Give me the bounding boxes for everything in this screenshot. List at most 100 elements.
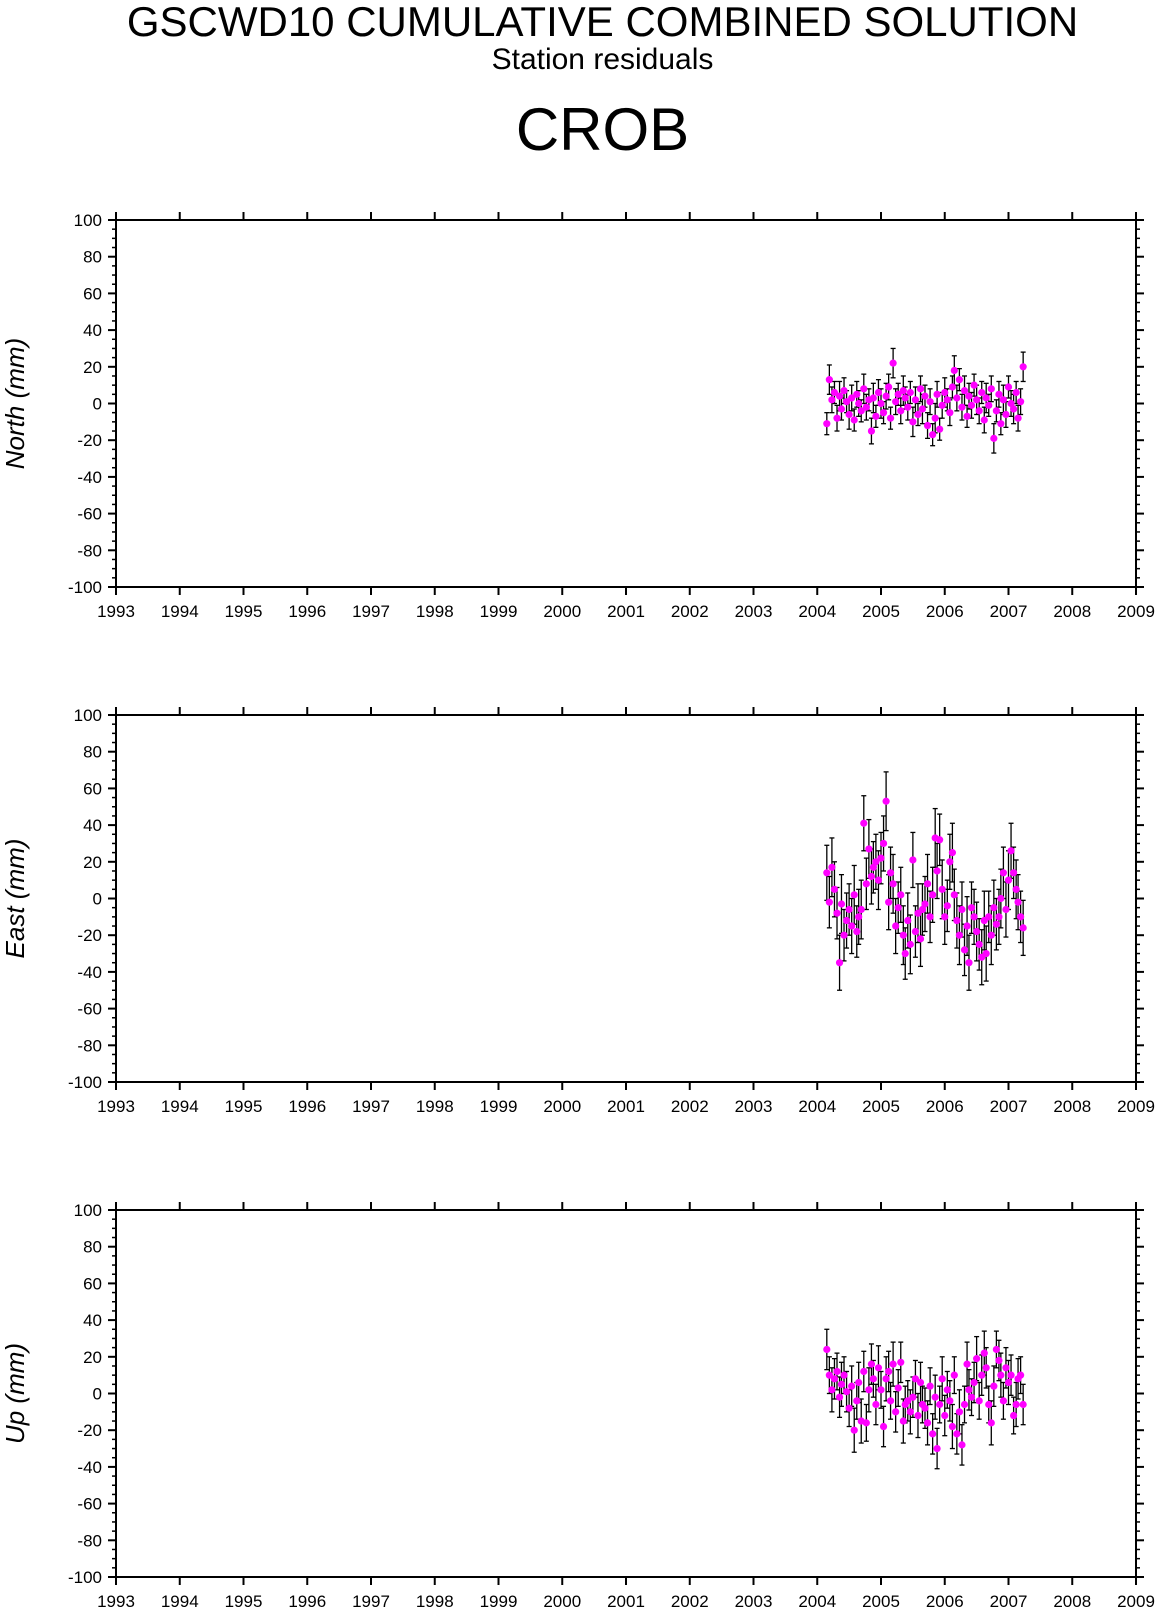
data-point bbox=[833, 909, 841, 917]
data-point bbox=[892, 922, 900, 930]
data-point bbox=[853, 1397, 861, 1405]
data-point bbox=[965, 1386, 973, 1394]
x-tick-label: 2000 bbox=[543, 602, 581, 621]
data-point bbox=[906, 1408, 914, 1416]
data-point bbox=[911, 927, 920, 936]
data-point bbox=[1007, 1371, 1015, 1379]
x-tick-label: 2005 bbox=[862, 1592, 900, 1611]
data-point bbox=[997, 894, 1005, 903]
data-point bbox=[960, 387, 969, 395]
data-point bbox=[923, 880, 932, 888]
data-point bbox=[835, 959, 844, 967]
data-point bbox=[823, 869, 831, 877]
data-point bbox=[1012, 1400, 1020, 1409]
data-point bbox=[894, 390, 902, 398]
data-point bbox=[879, 839, 888, 848]
data-point bbox=[970, 1378, 978, 1387]
data-point bbox=[855, 399, 863, 408]
x-tick-label: 2002 bbox=[671, 602, 709, 621]
data-point bbox=[867, 872, 876, 881]
x-tick-label: 2004 bbox=[798, 1592, 836, 1611]
data-point bbox=[1012, 885, 1020, 893]
data-point bbox=[955, 376, 964, 384]
data-point bbox=[1012, 388, 1020, 397]
data-point bbox=[926, 913, 934, 921]
data-point bbox=[987, 931, 995, 939]
panel-2: 1993 1994 1995 1996 1997 1998 1999 2000 2001 2002… bbox=[0, 1201, 1155, 1611]
data-point bbox=[950, 366, 958, 375]
data-point bbox=[862, 1419, 870, 1427]
x-tick-label: 2007 bbox=[990, 1097, 1028, 1116]
data-point bbox=[948, 849, 957, 857]
data-point bbox=[894, 904, 902, 912]
data-point bbox=[842, 916, 851, 925]
data-point bbox=[999, 1397, 1008, 1405]
data-point bbox=[850, 416, 858, 424]
data-point bbox=[960, 1400, 969, 1409]
x-tick-label: 2007 bbox=[990, 1592, 1028, 1611]
data-point bbox=[985, 1400, 993, 1409]
data-point bbox=[1002, 905, 1010, 914]
x-tick-label: 2009 bbox=[1117, 1592, 1155, 1611]
data-point bbox=[916, 385, 925, 393]
data-point bbox=[967, 401, 976, 409]
data-point bbox=[901, 949, 909, 958]
x-tick-label: 1997 bbox=[352, 602, 390, 621]
data-point bbox=[926, 1382, 934, 1390]
data-point bbox=[938, 401, 946, 409]
data-point bbox=[938, 885, 946, 893]
data-point bbox=[833, 414, 841, 422]
x-tick-label: 2007 bbox=[990, 602, 1028, 621]
x-tick-label: 2004 bbox=[798, 602, 836, 621]
data-point bbox=[835, 1393, 844, 1401]
data-point bbox=[916, 1378, 925, 1387]
data-point bbox=[931, 1393, 939, 1401]
data-point bbox=[982, 949, 990, 958]
data-point bbox=[973, 396, 981, 404]
data-point bbox=[970, 381, 978, 389]
x-tick-label: 2000 bbox=[543, 1097, 581, 1116]
data-point bbox=[936, 425, 944, 433]
data-point bbox=[899, 387, 907, 395]
x-tick-label: 2001 bbox=[607, 602, 645, 621]
x-tick-label: 2006 bbox=[926, 1097, 964, 1116]
x-tick-label: 1996 bbox=[288, 1592, 326, 1611]
data-point bbox=[936, 1400, 944, 1409]
y-axis-label: East (mm) bbox=[0, 839, 30, 959]
x-tick-label: 2001 bbox=[607, 1592, 645, 1611]
x-tick-label: 1999 bbox=[480, 1097, 518, 1116]
data-point bbox=[897, 407, 905, 415]
data-point bbox=[985, 913, 993, 921]
data-point bbox=[987, 1419, 995, 1427]
data-point bbox=[892, 1408, 900, 1416]
y-tick-label: -40 bbox=[77, 1458, 102, 1477]
data-point bbox=[886, 414, 895, 422]
data-point bbox=[929, 891, 937, 899]
y-tick-label: -40 bbox=[77, 468, 102, 487]
data-point bbox=[837, 405, 846, 413]
data-point bbox=[933, 867, 941, 875]
x-tick-label: 1993 bbox=[97, 602, 135, 621]
data-point bbox=[833, 1367, 841, 1376]
data-point bbox=[965, 959, 973, 967]
data-point bbox=[936, 836, 944, 844]
data-point bbox=[1019, 1400, 1027, 1409]
data-point bbox=[909, 856, 917, 864]
data-point bbox=[967, 904, 976, 912]
data-point bbox=[918, 405, 927, 413]
data-point bbox=[985, 401, 993, 409]
data-point bbox=[825, 898, 833, 906]
data-point bbox=[965, 392, 973, 400]
data-point bbox=[982, 394, 990, 402]
data-point bbox=[867, 1360, 876, 1368]
data-point bbox=[999, 396, 1008, 404]
data-point bbox=[933, 1444, 941, 1453]
data-point bbox=[1007, 399, 1015, 408]
y-tick-label: -60 bbox=[77, 1000, 102, 1019]
data-point bbox=[929, 431, 937, 439]
y-tick-label: -80 bbox=[77, 541, 102, 560]
data-point bbox=[958, 403, 966, 411]
y-tick-label: 40 bbox=[83, 816, 102, 835]
data-point bbox=[874, 1364, 883, 1372]
data-point bbox=[889, 359, 897, 367]
